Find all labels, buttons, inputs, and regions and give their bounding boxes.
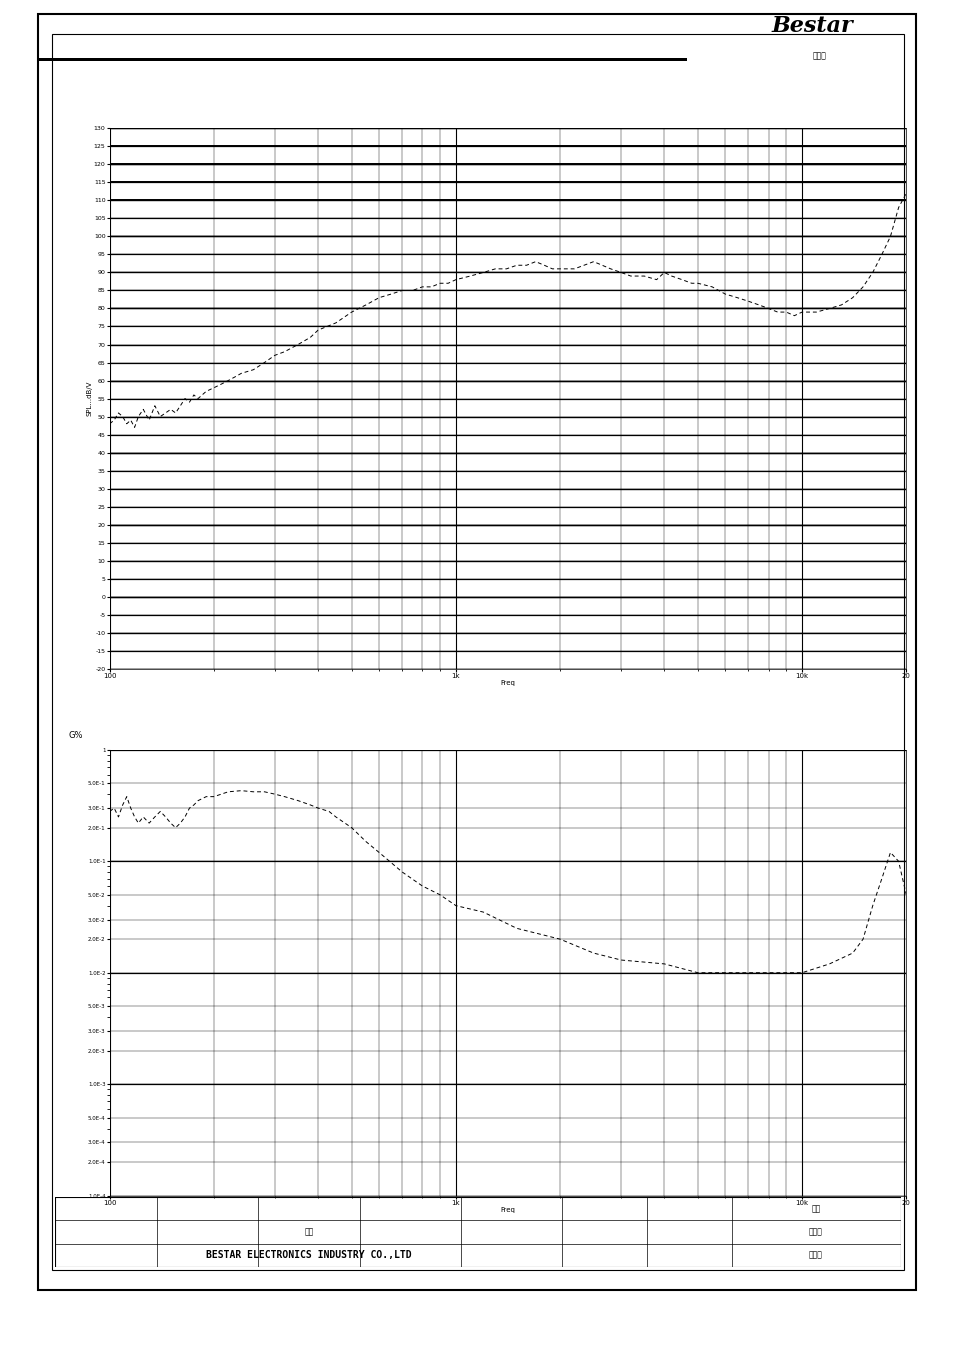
Text: 博士建: 博士建 [812, 51, 825, 59]
Text: 王平: 王平 [304, 1228, 314, 1236]
Text: Bestar: Bestar [771, 15, 853, 36]
X-axis label: Freq: Freq [500, 1208, 515, 1213]
Y-axis label: SPL...dB/V: SPL...dB/V [87, 381, 92, 416]
Text: 李红元: 李红元 [808, 1251, 822, 1259]
X-axis label: Freq: Freq [500, 681, 515, 686]
Text: BESTAR ELECTRONICS INDUSTRY CO.,LTD: BESTAR ELECTRONICS INDUSTRY CO.,LTD [206, 1250, 412, 1260]
Text: 王平: 王平 [811, 1205, 820, 1213]
Text: G%: G% [69, 731, 83, 740]
Text: 马国阳: 马国阳 [808, 1228, 822, 1236]
